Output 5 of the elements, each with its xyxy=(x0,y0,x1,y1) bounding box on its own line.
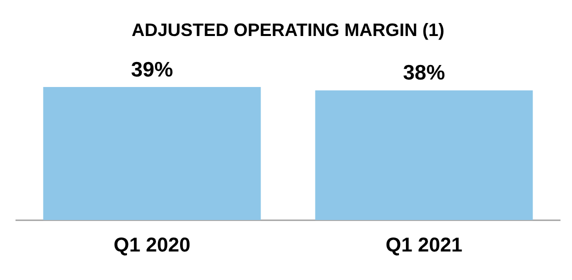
data-label: 38% xyxy=(402,62,446,85)
chart-title: ADJUSTED OPERATING MARGIN (1) xyxy=(132,20,444,40)
x-tick-label: Q1 2021 xyxy=(386,234,462,257)
x-tick-label: Q1 2020 xyxy=(114,234,190,257)
data-label: 39% xyxy=(130,58,174,82)
